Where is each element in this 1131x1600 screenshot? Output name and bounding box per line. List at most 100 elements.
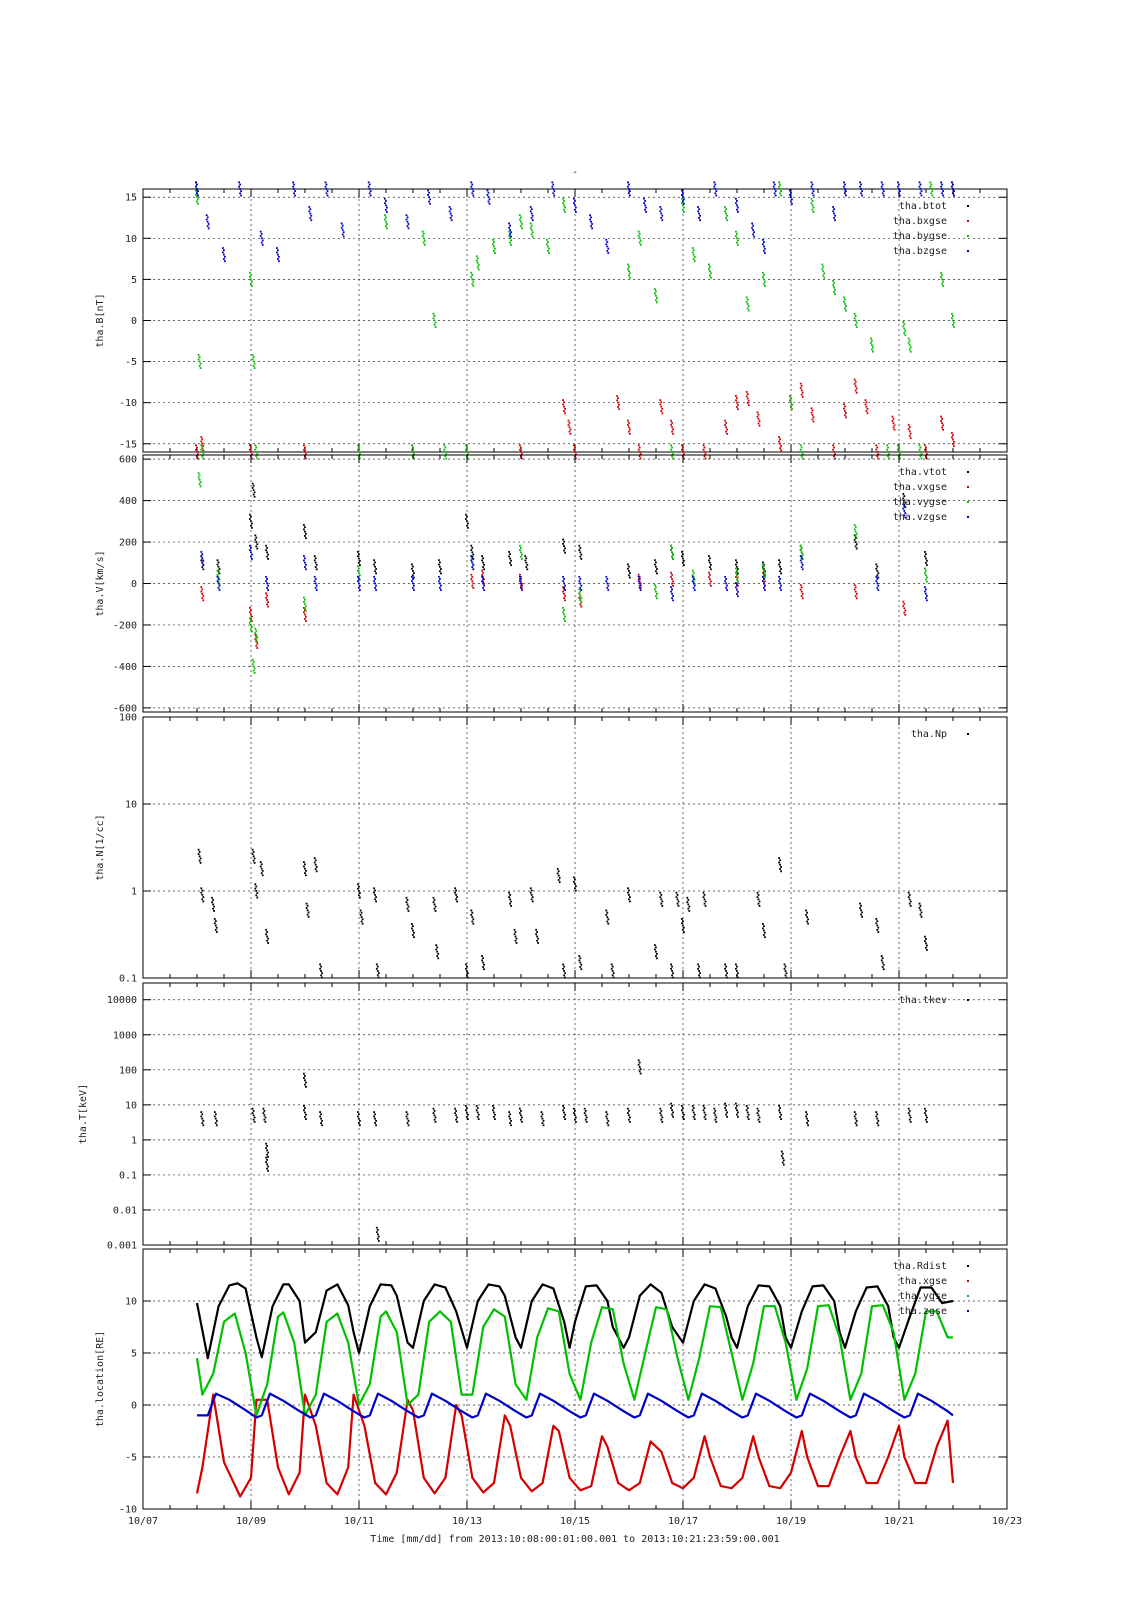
data-dot: [259, 861, 262, 863]
data-dot: [265, 928, 267, 931]
data-dot: [253, 861, 256, 864]
series-tha.vtot: [200, 482, 928, 579]
data-dot: [198, 855, 201, 858]
data-dot: [412, 570, 414, 572]
data-point: [375, 1226, 380, 1242]
data-dot: [714, 183, 717, 186]
data-dot: [724, 206, 726, 208]
data-dot: [266, 555, 268, 558]
data-dot: [407, 910, 410, 912]
data-dot: [591, 227, 593, 230]
data-dot: [224, 255, 226, 258]
data-dot: [747, 305, 750, 308]
data-dot: [806, 916, 808, 918]
data-point: [249, 271, 253, 287]
data-dot: [437, 953, 440, 955]
data-dot: [249, 549, 251, 552]
data-dot: [789, 399, 791, 402]
data-dot: [746, 303, 749, 305]
data-dot: [256, 647, 259, 649]
data-dot: [660, 1118, 663, 1121]
y-tick-label: 10: [125, 1297, 137, 1308]
data-dot: [493, 241, 495, 243]
data-dot: [360, 916, 363, 918]
data-dot: [782, 1159, 785, 1162]
data-point: [778, 559, 782, 575]
data-dot: [519, 580, 521, 583]
data-dot: [304, 566, 306, 568]
data-dot: [845, 309, 847, 312]
data-dot: [861, 911, 863, 914]
data-dot: [920, 194, 923, 197]
data-dot: [304, 863, 306, 866]
data-dot: [411, 580, 413, 583]
data-dot: [252, 665, 255, 668]
data-dot: [439, 578, 441, 580]
data-dot: [575, 211, 577, 213]
data-point: [675, 891, 680, 907]
data-dot: [844, 405, 846, 408]
data-point: [508, 551, 512, 567]
data-dot: [671, 974, 673, 977]
data-dot: [708, 559, 710, 562]
data-dot: [251, 620, 253, 622]
data-dot: [471, 183, 474, 186]
data-dot: [942, 280, 944, 283]
data-dot: [799, 382, 802, 385]
data-dot: [471, 580, 474, 583]
data-dot: [475, 1109, 478, 1112]
data-dot: [411, 923, 413, 925]
data-dot: [386, 206, 388, 209]
data-dot: [908, 1118, 911, 1121]
legend-label: tha.bxgse: [893, 216, 947, 227]
data-point: [373, 559, 377, 575]
data-dot: [704, 1118, 707, 1121]
data-dot: [672, 1111, 674, 1114]
data-dot: [919, 451, 922, 453]
data-dot: [670, 444, 672, 447]
data-dot: [202, 457, 205, 460]
data-dot: [482, 561, 484, 564]
data-dot: [763, 567, 765, 570]
data-dot: [359, 559, 361, 562]
data-dot: [304, 1116, 306, 1118]
data-dot: [195, 194, 197, 196]
data-dot: [940, 276, 942, 279]
data-dot: [660, 1114, 663, 1117]
data-dot: [374, 1113, 376, 1116]
data-dot: [714, 188, 717, 190]
data-point: [670, 963, 674, 979]
data-point: [265, 544, 269, 560]
data-dot: [736, 970, 738, 972]
data-dot: [432, 1107, 435, 1110]
data-dot: [926, 559, 928, 562]
data-dot: [423, 243, 426, 246]
data-dot: [266, 547, 268, 549]
data-dot: [304, 872, 306, 874]
data-dot: [942, 194, 944, 197]
data-dot: [374, 582, 376, 585]
y-tick-label: -400: [113, 662, 137, 673]
data-dot: [877, 576, 880, 579]
data-dot: [735, 230, 737, 233]
data-point: [924, 551, 928, 567]
data-dot: [942, 424, 944, 427]
data-dot: [606, 1113, 609, 1116]
data-dot: [682, 191, 684, 194]
data-dot: [779, 183, 781, 186]
data-point: [200, 887, 205, 903]
data-point: [907, 423, 912, 439]
data-point: [859, 181, 863, 197]
data-dot: [465, 963, 467, 966]
data-dot: [789, 395, 791, 397]
data-dot: [578, 955, 581, 957]
data-dot: [639, 1068, 642, 1071]
data-dot: [639, 457, 642, 460]
data-dot: [941, 183, 943, 186]
data-dot: [671, 588, 673, 591]
data-dot: [908, 434, 911, 437]
data-dot: [681, 551, 683, 553]
data-dot: [201, 1113, 204, 1116]
data-dot: [762, 276, 764, 279]
data-dot: [471, 555, 474, 558]
